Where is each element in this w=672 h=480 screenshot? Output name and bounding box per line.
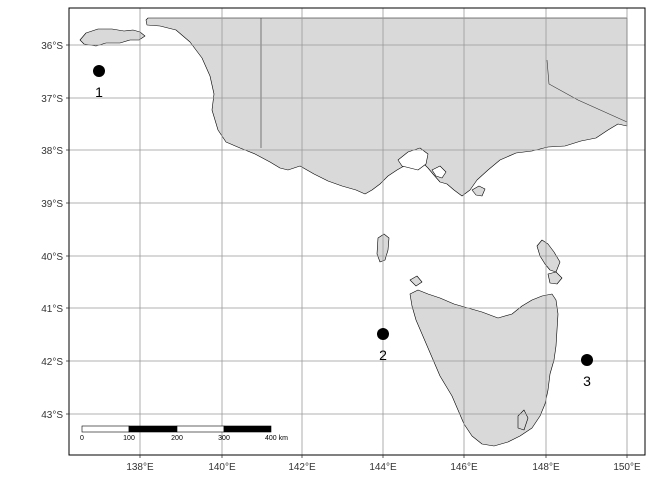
scale-label-300: 300 [218,435,230,442]
state-borders [260,18,628,148]
scale-segment-1 [81,425,130,433]
graticule [69,8,645,455]
scale-label-100: 100 [123,435,135,442]
xtick-label: 140°E [208,462,236,473]
ytick-label: 36°S [41,41,63,52]
nw-islets [409,275,423,287]
y-axis-labels: 36°S 37°S 38°S 39°S 40°S 41°S 42°S 43°S [41,41,63,421]
panel-border [68,7,646,456]
ytick-label: 41°S [41,304,63,315]
western-port [431,165,447,179]
ytick-label: 39°S [41,199,63,210]
site-label-1: 1 [95,84,103,100]
site-marker-3[interactable] [581,354,593,366]
scale-bar: 0 100 200 300 400 km [80,425,288,442]
site-marker-2[interactable] [377,328,389,340]
land-layer [79,17,628,447]
scale-segment-4 [223,425,272,433]
port-phillip-bay [397,147,429,171]
ytick-label: 40°S [41,252,63,263]
xtick-label: 142°E [288,462,316,473]
ytick-label: 43°S [41,410,63,421]
bruny-island [517,409,529,431]
mainland-australia [145,17,628,197]
vic-nsw-border [546,59,628,123]
site-marker-1[interactable] [93,65,105,77]
cape-barren-island [547,271,563,285]
xtick-label: 148°E [532,462,560,473]
site-label-3: 3 [583,373,591,389]
scale-segment-2 [128,425,178,433]
xtick-label: 146°E [450,462,478,473]
scale-label-400km: 400 km [265,435,288,442]
site-markers: 1 2 3 [93,65,593,389]
ytick-label: 38°S [41,146,63,157]
x-axis-labels: 138°E 140°E 142°E 144°E 146°E 148°E 150°… [126,462,641,473]
ytick-label: 37°S [41,94,63,105]
xtick-label: 144°E [369,462,397,473]
ytick-label: 42°S [41,357,63,368]
xtick-label: 138°E [126,462,154,473]
scale-segment-3 [176,425,225,433]
axis-ticks [66,44,628,458]
tasmania [409,289,559,447]
site-label-2: 2 [379,347,387,363]
scale-label-0: 0 [80,435,84,442]
xtick-label: 150°E [613,462,641,473]
scale-label-200: 200 [171,435,183,442]
phillip-island [471,185,486,197]
